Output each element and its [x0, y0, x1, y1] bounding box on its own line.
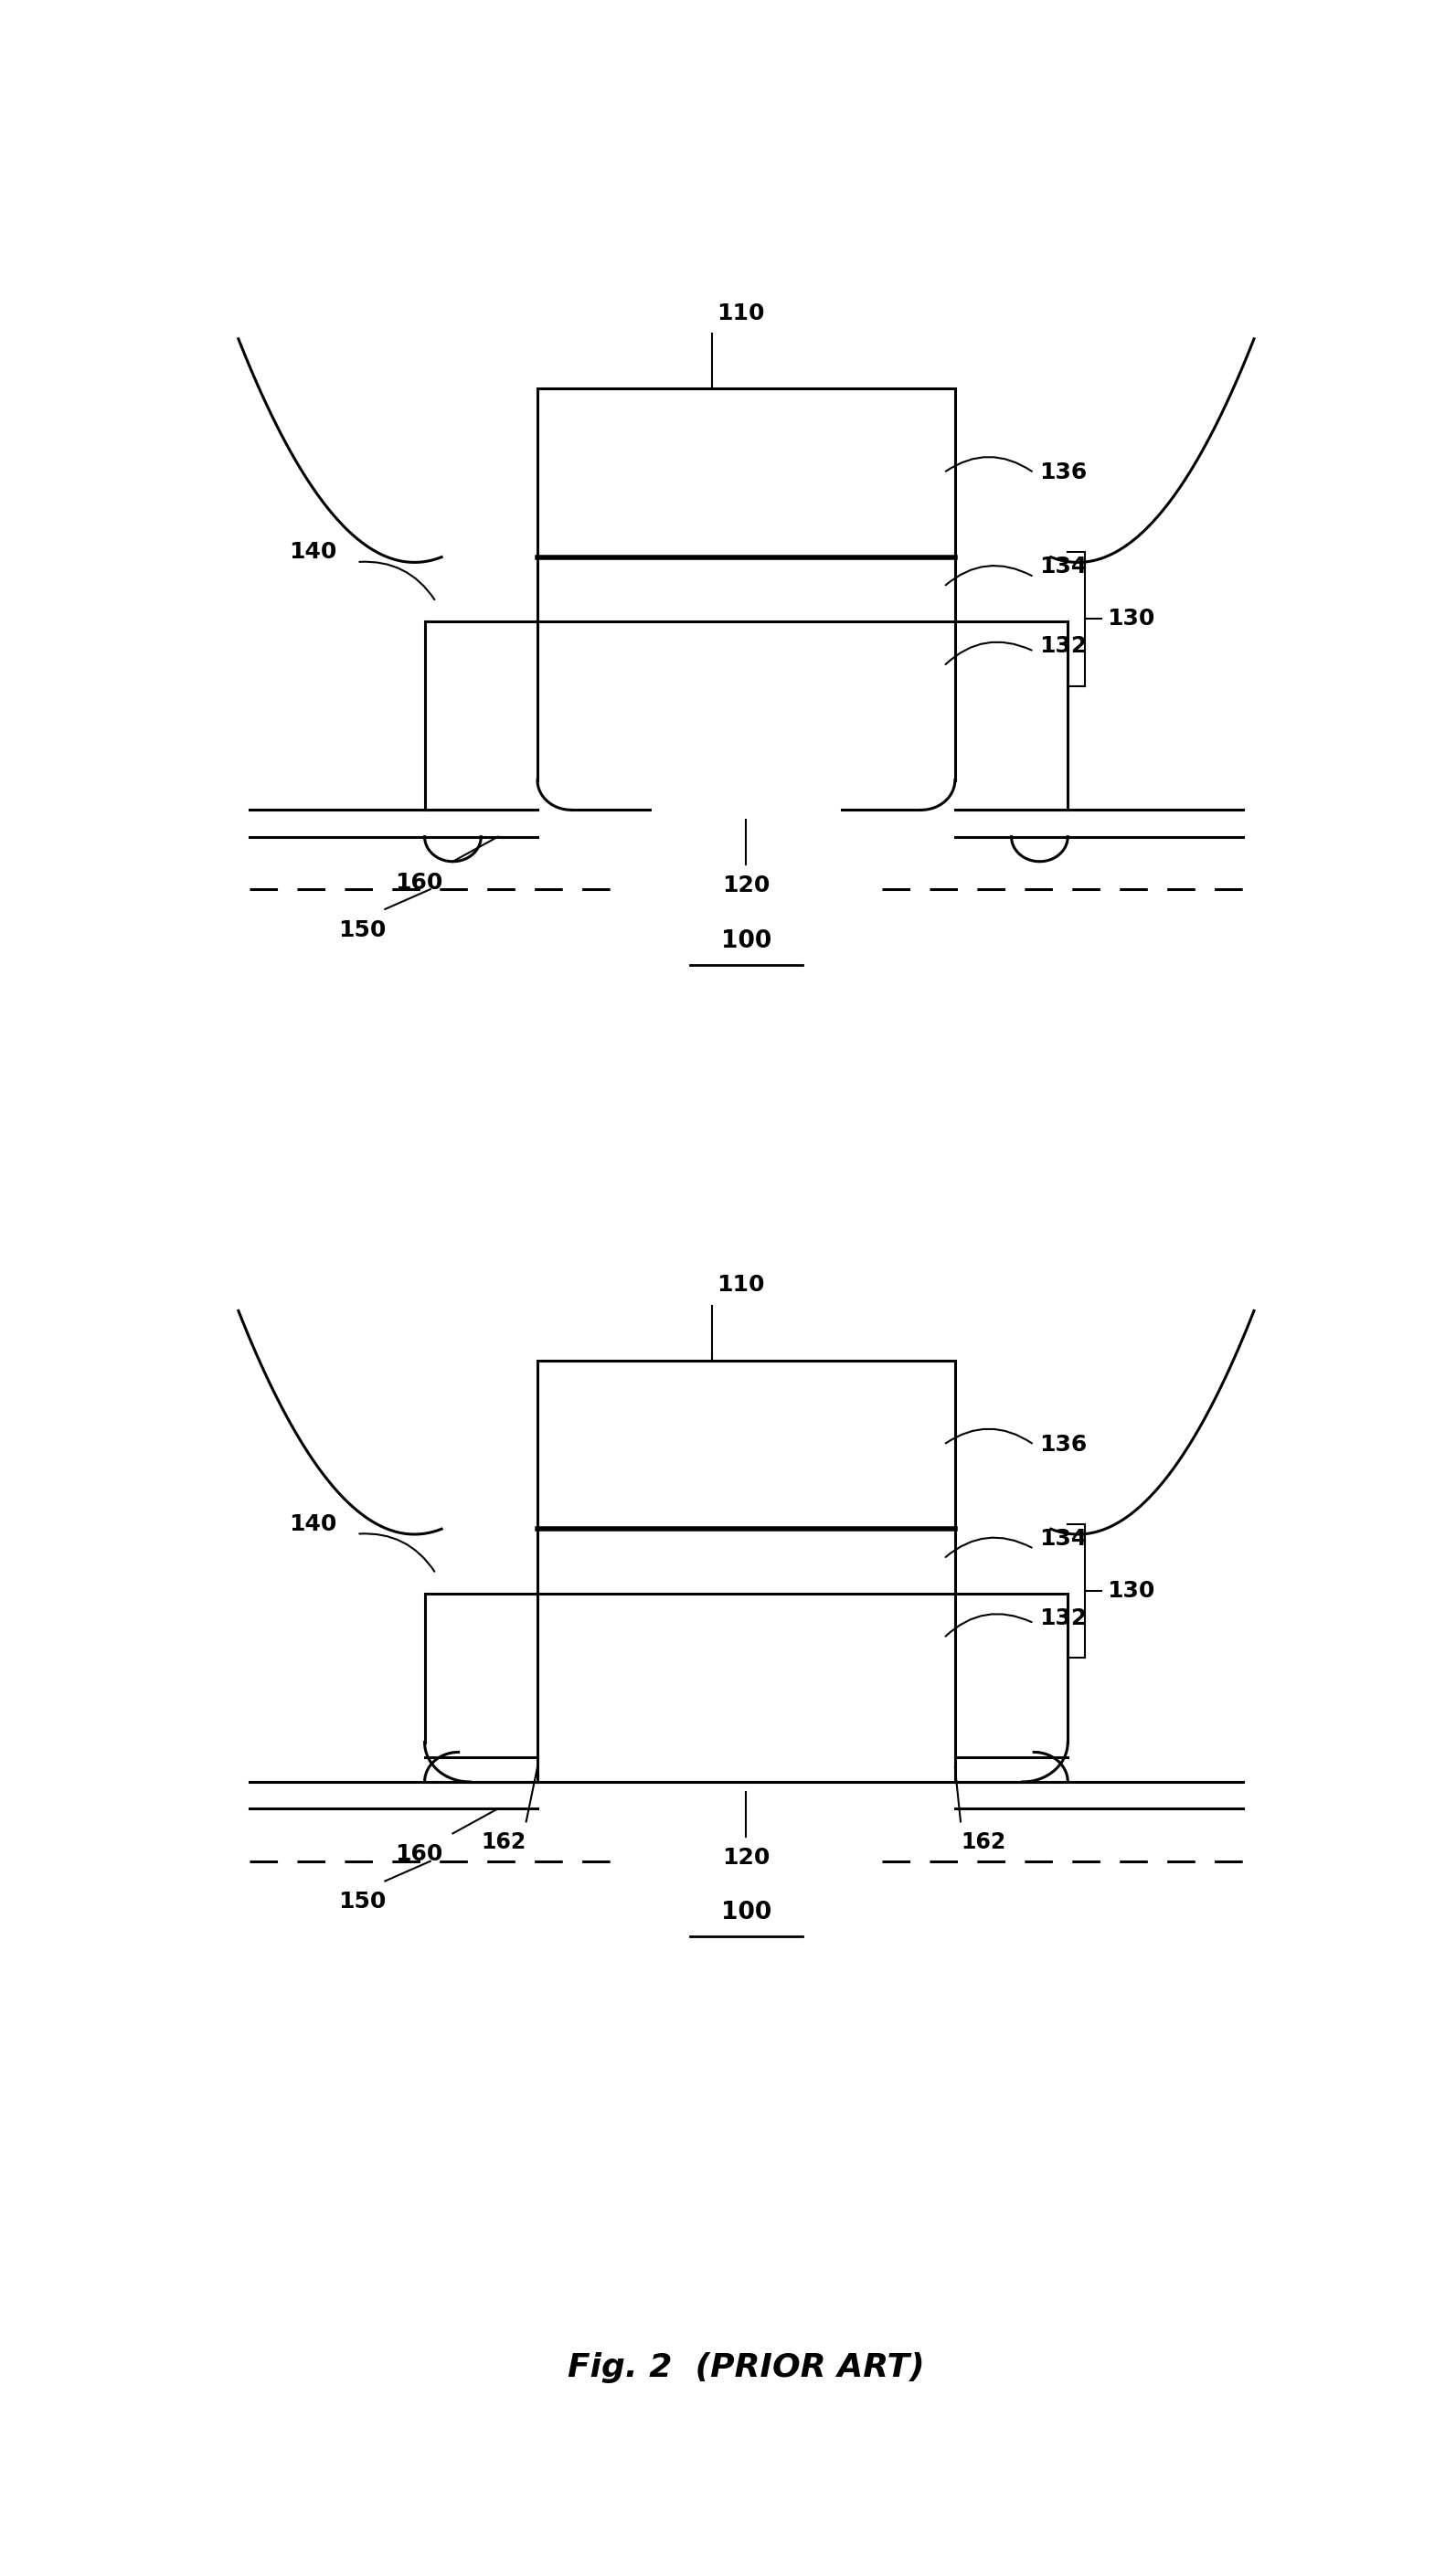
Text: 134: 134	[1040, 1528, 1088, 1551]
Text: 100: 100	[721, 930, 772, 953]
Text: 120: 120	[722, 873, 770, 896]
Text: 150: 150	[339, 920, 386, 940]
Text: 100: 100	[721, 1901, 772, 1924]
Text: 140: 140	[290, 1512, 338, 1535]
Text: 130: 130	[1108, 1579, 1155, 1602]
Text: 110: 110	[716, 301, 764, 325]
Text: Fig. 1  (PRIOR ART): Fig. 1 (PRIOR ART)	[568, 1381, 925, 1412]
Text: 140: 140	[290, 541, 338, 564]
Text: Fig. 2  (PRIOR ART): Fig. 2 (PRIOR ART)	[568, 2352, 925, 2383]
Text: 162: 162	[480, 1832, 526, 1852]
Text: 134: 134	[1040, 556, 1088, 577]
Bar	[537, 1360, 955, 1530]
Text: 110: 110	[716, 1275, 764, 1296]
Text: 136: 136	[1040, 1435, 1088, 1455]
Text: 132: 132	[1040, 636, 1088, 657]
Text: 160: 160	[395, 871, 443, 894]
Text: 162: 162	[961, 1832, 1006, 1852]
Text: 150: 150	[339, 1891, 386, 1914]
Bar	[537, 389, 955, 556]
Text: 160: 160	[395, 1844, 443, 1865]
Text: 136: 136	[1040, 461, 1088, 484]
Text: 130: 130	[1108, 608, 1155, 631]
Text: 120: 120	[722, 1847, 770, 1868]
Text: 132: 132	[1040, 1607, 1088, 1628]
